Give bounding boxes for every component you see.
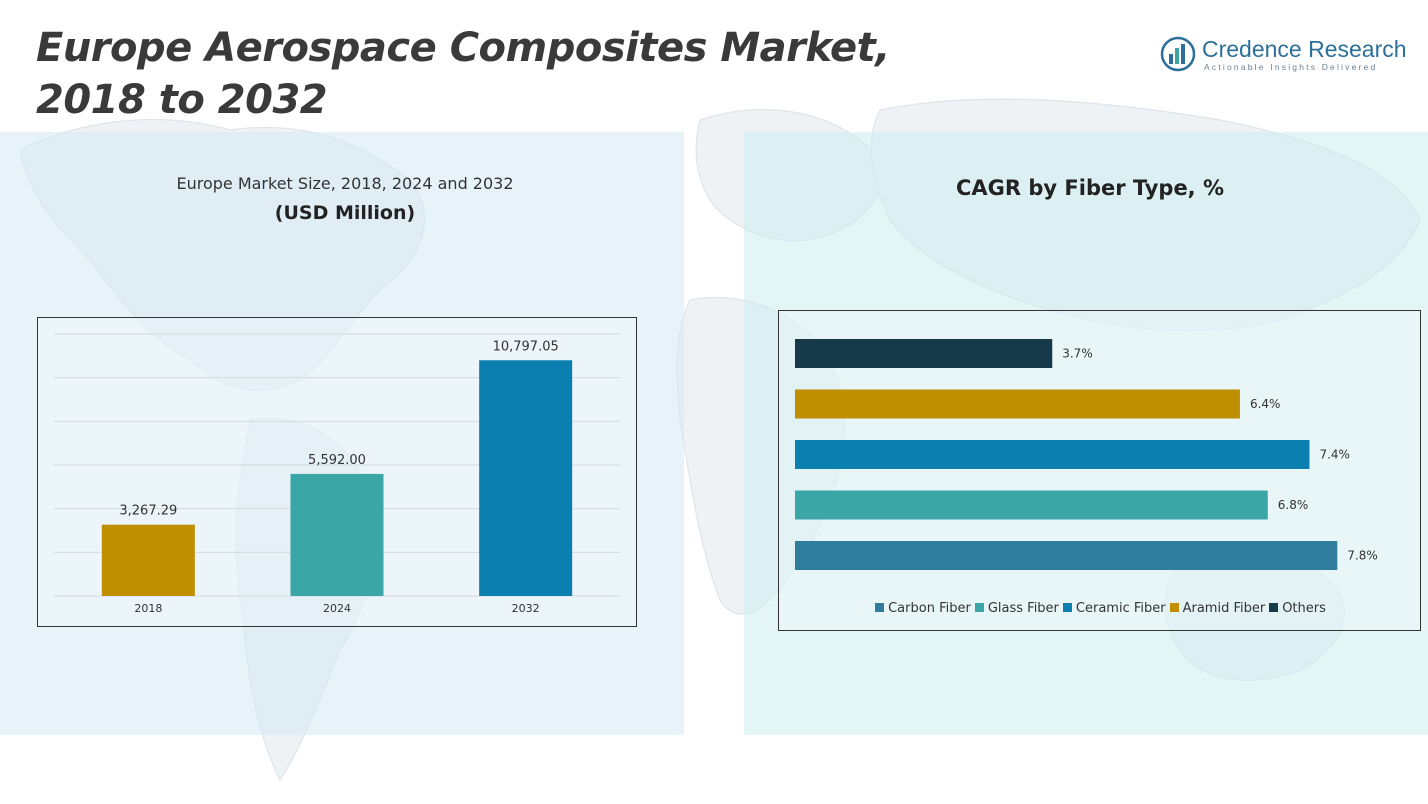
legend-item: Aramid Fiber: [1169, 601, 1266, 616]
bar-value-label: 5,592.00: [308, 453, 366, 468]
hbar-aramid-fiber: [795, 389, 1240, 419]
x-tick-label: 2032: [512, 602, 540, 615]
credence-research-logo: Credence Research Actionable Insights De…: [1160, 36, 1407, 76]
right-chart-title: CAGR by Fiber Type, %: [955, 176, 1225, 200]
legend-swatch: [875, 603, 885, 612]
legend-swatch: [1062, 603, 1072, 612]
x-tick-label: 2018: [134, 602, 162, 615]
bar-2024: [290, 473, 384, 596]
left-chart-unit: (USD Million): [274, 202, 416, 224]
cagr-chart-legend: Carbon Fiber Glass Fiber Ceramic Fiber Aram…: [779, 601, 1422, 616]
legend-swatch: [1269, 603, 1279, 612]
hbar-value-label: 6.4%: [1250, 397, 1281, 411]
hbar-value-label: 3.7%: [1062, 347, 1093, 361]
legend-label: Glass Fiber: [987, 601, 1059, 616]
market-size-chart-svg: 3,267.29 2018 5,592.00 2024 10,797.05 2032: [54, 333, 620, 615]
legend-label: Others: [1282, 601, 1326, 616]
hbar-ceramic-fiber: [795, 440, 1310, 469]
hbar-value-label: 7.8%: [1347, 549, 1378, 563]
legend-item: Carbon Fiber: [875, 601, 971, 616]
legend-label: Ceramic Fiber: [1075, 601, 1166, 616]
bar-value-label: 3,267.29: [119, 504, 177, 519]
legend-item: Ceramic Fiber: [1062, 601, 1166, 616]
logo-tagline: Actionable Insights Delivered: [1204, 62, 1378, 72]
hbar-carbon-fiber: [795, 541, 1338, 570]
bar-2032: [479, 360, 573, 596]
left-chart-title: Europe Market Size, 2018, 2024 and 2032: [176, 174, 514, 193]
bar-value-label: 10,797.05: [493, 339, 559, 354]
x-tick-label: 2024: [323, 602, 351, 615]
hbar-value-label: 7.4%: [1319, 448, 1350, 462]
right-panel-background: [744, 132, 1428, 735]
bar-2018: [101, 524, 195, 596]
hbar-glass-fiber: [795, 490, 1268, 520]
logo-chart-icon: [1160, 36, 1196, 72]
hbar-value-label: 6.8%: [1278, 498, 1309, 512]
hbar-others: [795, 339, 1053, 368]
page-title: Europe Aerospace Composites Market, 2018…: [36, 22, 936, 126]
cagr-chart: 3.7% 6.4% 7.4% 6.8% 7.8% Carbon Fiber Glass F…: [778, 310, 1421, 631]
legend-item: Others: [1269, 601, 1326, 616]
market-size-chart: 3,267.29 2018 5,592.00 2024 10,797.05 2032: [37, 317, 637, 627]
legend-swatch: [1169, 603, 1179, 612]
logo-name: Credence Research: [1202, 36, 1407, 62]
legend-label: Carbon Fiber: [888, 601, 971, 616]
cagr-chart-svg: 3.7% 6.4% 7.4% 6.8% 7.8%: [795, 339, 1378, 570]
legend-item: Glass Fiber: [974, 601, 1059, 616]
legend-label: Aramid Fiber: [1182, 601, 1266, 616]
page-title-line1: Europe Aerospace Composites Market,: [36, 25, 890, 71]
legend-swatch: [974, 603, 984, 612]
page-title-line2: 2018 to 2032: [36, 77, 328, 123]
